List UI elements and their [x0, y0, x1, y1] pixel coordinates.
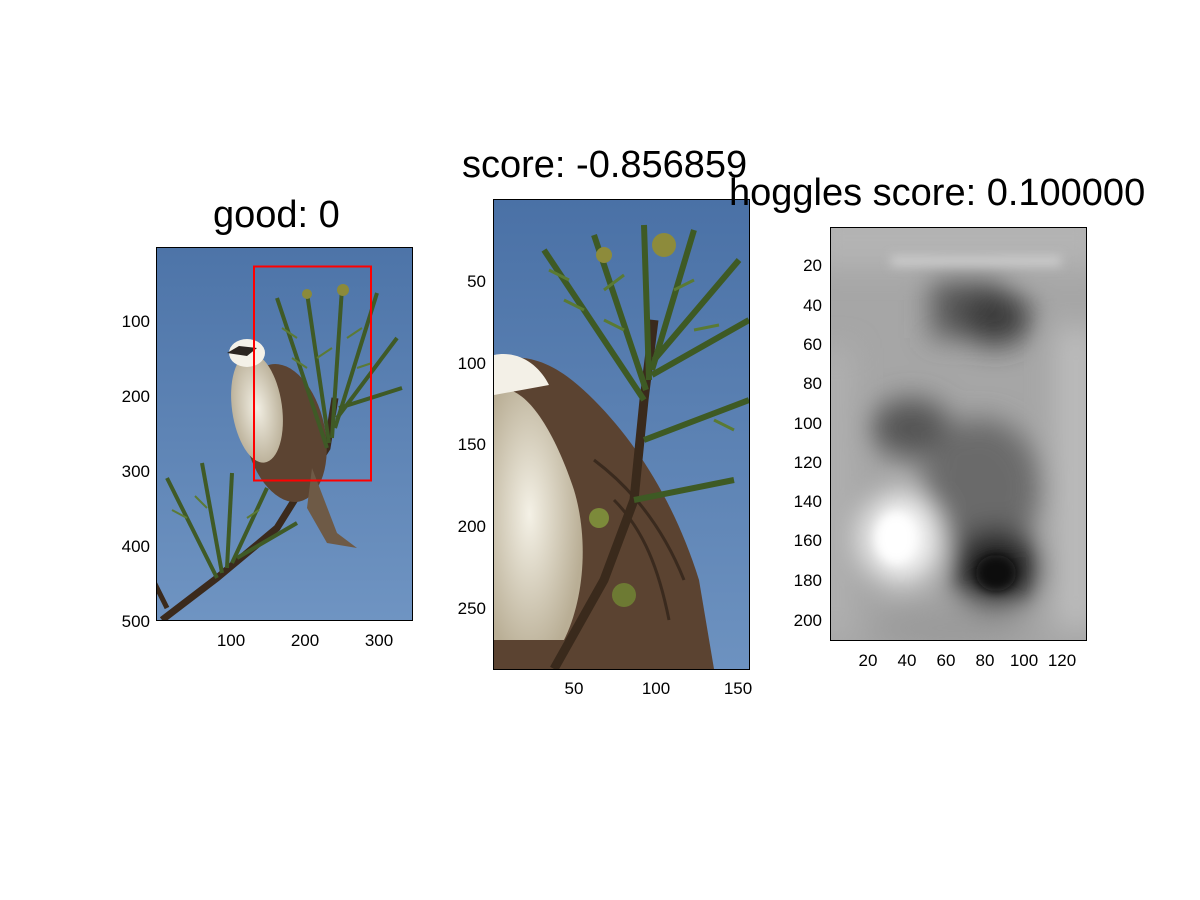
hoggles-heatmap [831, 228, 1086, 640]
panel3-ytick: 140 [793, 492, 822, 511]
detection-bounding-box [253, 265, 372, 482]
panel1-image-axes [156, 247, 413, 621]
panel2-xtick: 50 [564, 679, 584, 698]
panel3-ytick: 80 [803, 374, 822, 393]
panel3-ytick: 20 [803, 256, 822, 275]
panel3-xtick: 100 [1009, 651, 1039, 670]
panel2-title: score: -0.856859 [462, 144, 748, 186]
panel3-xtick: 20 [858, 651, 878, 670]
panel2-ytick: 50 [467, 272, 486, 291]
panel2-image-axes [493, 199, 750, 670]
panel1-xtick: 100 [216, 631, 246, 650]
panel2-xtick: 150 [723, 679, 753, 698]
panel1-ytick: 500 [121, 612, 150, 631]
panel3-heatmap-axes [830, 227, 1087, 641]
panel3-xtick: 60 [936, 651, 956, 670]
panel1-xtick: 300 [364, 631, 394, 650]
panel2-ytick: 150 [457, 435, 486, 454]
panel3-ytick: 40 [803, 296, 822, 315]
panel2-xtick: 100 [641, 679, 671, 698]
panel1-xtick: 200 [290, 631, 320, 650]
panel3-xtick: 40 [897, 651, 917, 670]
panel2-ytick: 100 [457, 354, 486, 373]
panel3-ytick: 200 [793, 611, 822, 630]
panel3-title: hoggles score: 0.100000 [729, 172, 1146, 214]
panel1-title: good: 0 [213, 194, 340, 236]
panel1-ytick: 400 [121, 537, 150, 556]
panel1-ytick: 200 [121, 387, 150, 406]
panel1-ytick: 100 [121, 312, 150, 331]
panel3-ytick: 60 [803, 335, 822, 354]
panel3-xtick: 120 [1047, 651, 1077, 670]
bird-crop-photo [494, 200, 749, 669]
panel3-ytick: 180 [793, 571, 822, 590]
panel3-ytick: 160 [793, 531, 822, 550]
panel1-ytick: 300 [121, 462, 150, 481]
bird-photo [157, 248, 412, 620]
panel3-xtick: 80 [975, 651, 995, 670]
panel2-ytick: 250 [457, 599, 486, 618]
panel2-ytick: 200 [457, 517, 486, 536]
panel3-ytick: 100 [793, 414, 822, 433]
panel3-ytick: 120 [793, 453, 822, 472]
